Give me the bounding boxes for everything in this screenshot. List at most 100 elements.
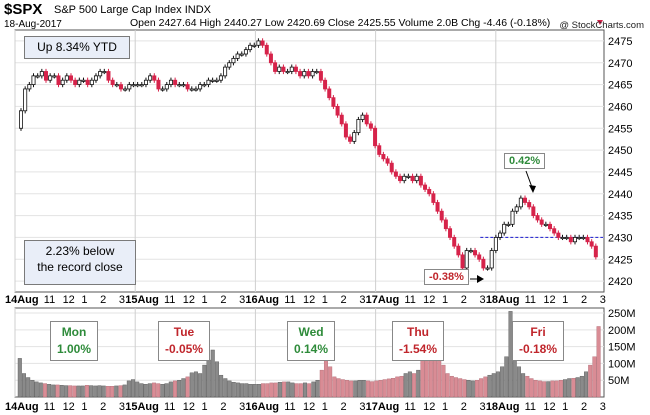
price-tick-label: 2430: [608, 232, 632, 244]
volume-bar: [17, 358, 22, 398]
record-box: 2.23% below the record close: [24, 240, 136, 285]
volume-bar: [235, 382, 240, 398]
price-tick-label: 2425: [608, 254, 632, 266]
volume-bar: [26, 377, 31, 398]
volume-bar: [126, 380, 131, 398]
volume-bar: [152, 382, 157, 398]
candle-body: [218, 75, 223, 81]
candle-body: [568, 237, 573, 243]
candle-body: [235, 53, 240, 59]
price-tick-label: 2470: [608, 58, 632, 70]
volume-bar: [227, 380, 232, 398]
volume-bar: [244, 383, 249, 398]
x-tick-label: 2: [220, 401, 226, 413]
x-tick-label: 3: [359, 294, 365, 306]
candle-body: [35, 75, 40, 78]
volume-bar: [143, 384, 148, 398]
candle-body: [68, 75, 73, 81]
candle-body: [193, 88, 198, 91]
volume-bar: [34, 381, 39, 398]
day-change-tue: -0.05%: [165, 342, 204, 356]
x-tick-label: 1: [202, 294, 208, 306]
volume-bar: [491, 373, 496, 398]
candle-body: [348, 136, 353, 142]
volume-bar: [382, 379, 387, 398]
volume-bar: [114, 385, 119, 398]
candle-body: [214, 79, 219, 82]
candle-body: [552, 228, 557, 234]
volume-bar: [84, 385, 89, 398]
volume-bar: [546, 381, 551, 398]
x-tick-label: 16Aug: [245, 401, 279, 413]
volume-bar: [47, 384, 52, 398]
volume-bar: [122, 384, 127, 398]
candle-body: [18, 110, 23, 129]
volume-bar: [571, 377, 576, 398]
candle-body: [398, 175, 403, 182]
day-change-mon: 1.00%: [57, 342, 92, 356]
candle-body: [443, 219, 448, 230]
x-tick-label: 1: [322, 294, 328, 306]
candle-body: [260, 40, 265, 46]
candle-body: [289, 66, 294, 72]
candle-body: [277, 66, 282, 72]
volume-bar: [252, 384, 257, 398]
candle-body: [498, 232, 503, 238]
x-tick-label: 1: [562, 294, 568, 306]
candle-body: [118, 84, 123, 90]
candle-body: [485, 267, 490, 270]
x-tick-label: 1: [442, 294, 448, 306]
candle-body: [360, 114, 365, 120]
x-tick-label: 11: [525, 401, 536, 413]
volume-bar: [592, 356, 597, 398]
volume-bar: [533, 380, 538, 398]
candle-body: [581, 237, 586, 240]
index-full-name: S&P 500 Large Cap Index: [54, 4, 182, 16]
price-tick-label: 2460: [608, 101, 632, 113]
volume-bar: [416, 369, 421, 398]
volume-bar: [361, 380, 366, 398]
volume-bar: [466, 380, 471, 398]
x-tick-label: 2: [581, 294, 587, 306]
candle-body: [543, 223, 548, 226]
volume-bar: [445, 373, 450, 398]
candle-body: [202, 84, 207, 87]
volume-bar: [504, 356, 509, 398]
volume-tick-label: 150M: [608, 342, 636, 354]
candle-body: [64, 75, 69, 81]
x-tick-label: 17Aug: [366, 294, 400, 306]
candle-body: [131, 84, 136, 87]
volume-bar: [68, 385, 73, 398]
x-tick-label: 1: [81, 294, 87, 306]
volume-bar: [483, 376, 488, 398]
volume-bar: [189, 372, 194, 398]
down-change-icon: [597, 20, 603, 25]
candle-body: [43, 71, 48, 81]
candle-body: [510, 210, 515, 225]
volume-bar: [328, 366, 333, 398]
candle-body: [514, 206, 519, 212]
candle-body: [352, 132, 357, 142]
candle-body: [531, 206, 536, 216]
candle-body: [439, 210, 444, 221]
candle-body: [427, 188, 432, 195]
volume-bar: [462, 379, 467, 398]
volume-bar: [248, 384, 253, 398]
candle-body: [418, 175, 423, 186]
volume-bar: [474, 380, 479, 398]
x-tick-label: 12: [183, 294, 195, 306]
candle-body: [323, 79, 328, 90]
volume-bar: [147, 383, 152, 398]
candle-body: [577, 237, 582, 240]
candle-body: [573, 237, 578, 243]
candle-body: [431, 193, 436, 203]
loss-arrowhead: [477, 275, 484, 283]
price-tick-label: 2465: [608, 80, 632, 92]
x-tick-label: 3: [119, 294, 125, 306]
volume-bar: [97, 385, 102, 398]
candle-body: [452, 237, 457, 247]
candle-body: [585, 237, 590, 243]
candle-body: [339, 114, 344, 125]
day-change-thu: -1.54%: [399, 342, 438, 356]
candle-body: [114, 84, 119, 87]
